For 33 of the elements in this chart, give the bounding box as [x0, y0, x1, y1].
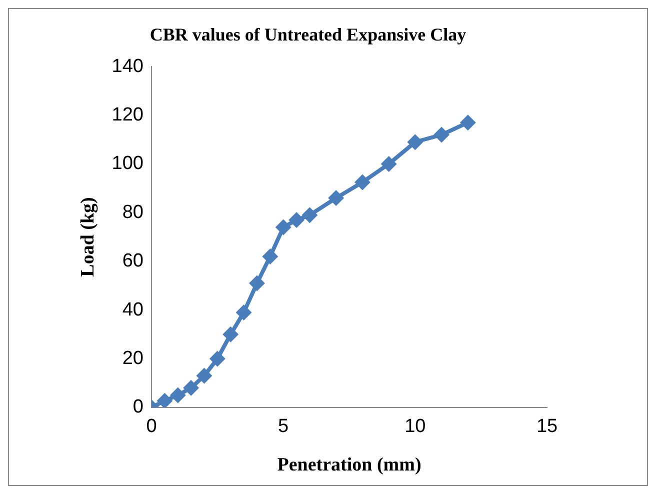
point — [248, 275, 265, 292]
y-axis-title: Load (kg) — [77, 197, 98, 277]
x-tick-label: 5 — [278, 416, 289, 438]
point — [380, 156, 397, 172]
point — [156, 392, 173, 408]
y-tick-label: 100 — [112, 153, 144, 174]
point — [275, 219, 292, 236]
point — [407, 134, 424, 150]
x-tick-label: 10 — [404, 416, 426, 438]
point — [222, 326, 239, 342]
point — [236, 304, 252, 320]
point — [434, 126, 450, 143]
point — [209, 350, 226, 367]
x-axis-title: Penetration (mm) — [277, 454, 422, 476]
y-tick-label: 140 — [112, 56, 144, 77]
y-tick-label: 80 — [122, 202, 144, 223]
point — [288, 212, 305, 228]
y-tick-label: 60 — [122, 250, 144, 272]
point — [262, 248, 278, 264]
chart-title: CBR values of Untreated Expansive Clay — [150, 24, 466, 44]
y-tick-label: 0 — [132, 396, 144, 418]
point — [328, 190, 344, 206]
y-tick-label: 20 — [122, 348, 144, 369]
point — [460, 114, 476, 131]
point — [302, 207, 318, 224]
x-tick-label: 0 — [146, 416, 157, 438]
point — [183, 380, 200, 396]
point — [170, 387, 186, 404]
y-tick-label: 40 — [122, 299, 144, 320]
y-tick-label: 120 — [112, 104, 144, 126]
point — [196, 368, 212, 384]
point — [354, 174, 370, 190]
x-tick-label: 15 — [536, 416, 558, 438]
